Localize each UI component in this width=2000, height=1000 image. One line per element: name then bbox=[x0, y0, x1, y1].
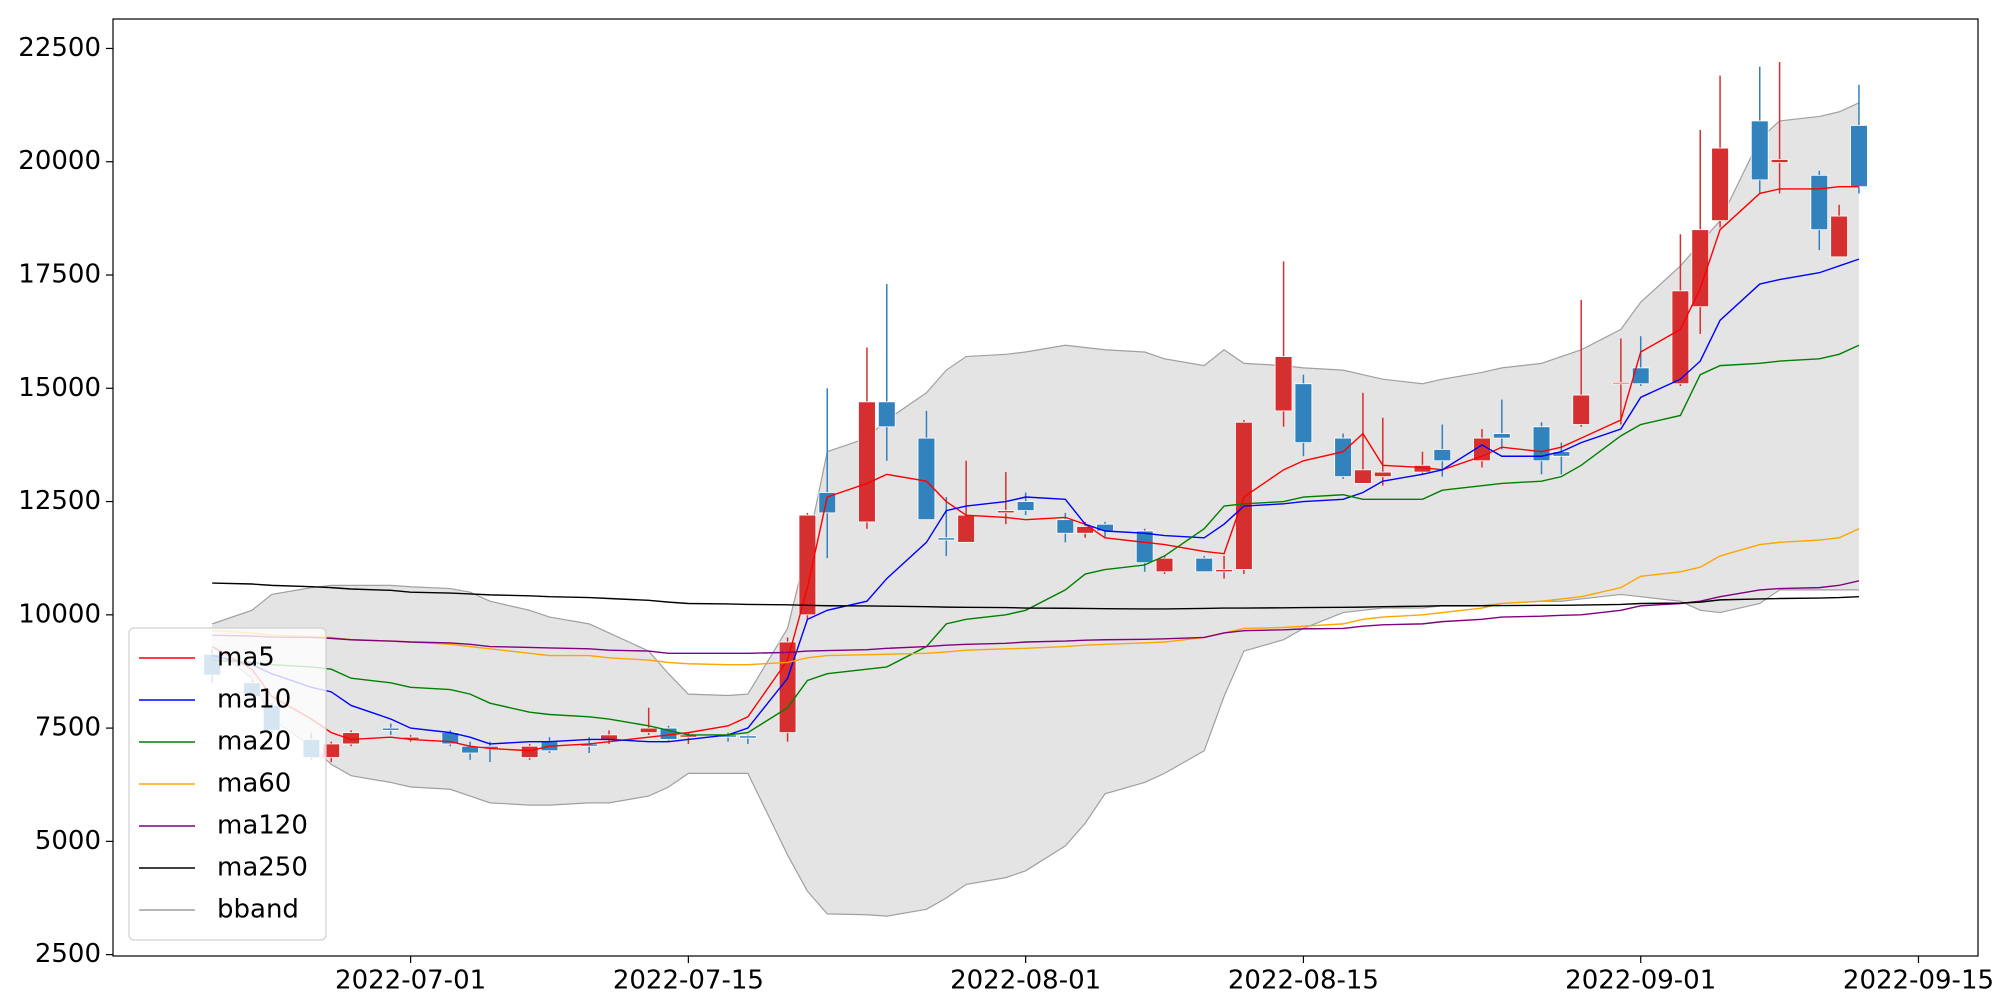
x-tick-label: 2022-07-15 bbox=[613, 966, 764, 996]
candle-body bbox=[1492, 433, 1511, 439]
candle-body bbox=[1711, 147, 1729, 222]
candle-body bbox=[996, 510, 1015, 514]
candle-body bbox=[1691, 229, 1710, 308]
candle-body bbox=[1056, 519, 1075, 534]
legend-label: ma120 bbox=[217, 811, 308, 841]
x-tick-label: 2022-09-15 bbox=[1843, 966, 1994, 996]
candle-body bbox=[1631, 367, 1650, 385]
candle-body bbox=[1334, 437, 1352, 478]
candle-body bbox=[1433, 449, 1452, 462]
candle-body bbox=[1572, 394, 1591, 425]
axes-frame bbox=[112, 18, 1979, 957]
legend-box bbox=[128, 627, 327, 941]
y-tick-label: 5000 bbox=[35, 826, 101, 856]
candle-body bbox=[1373, 471, 1392, 478]
candle-body bbox=[1235, 421, 1253, 570]
y-tick-label: 20000 bbox=[18, 146, 101, 176]
line-series bbox=[212, 344, 1860, 736]
x-tick-label: 2022-08-01 bbox=[950, 966, 1101, 996]
candle-body bbox=[917, 437, 936, 521]
candle-body bbox=[342, 732, 360, 745]
candle-body bbox=[1155, 557, 1174, 573]
candle-body bbox=[957, 514, 975, 543]
candle-body bbox=[937, 537, 956, 541]
candle-body bbox=[639, 727, 658, 734]
candle-body bbox=[1750, 120, 1769, 181]
candle-body bbox=[877, 401, 896, 428]
y-tick-label: 2500 bbox=[35, 939, 101, 969]
legend-label: ma250 bbox=[217, 853, 308, 883]
candle-body bbox=[1195, 557, 1214, 573]
candle-body bbox=[1830, 215, 1848, 258]
band-upper bbox=[212, 102, 1860, 697]
y-tick-label: 17500 bbox=[18, 259, 101, 289]
candle-body bbox=[778, 641, 797, 734]
legend-label: ma60 bbox=[217, 769, 291, 799]
legend-label: bband bbox=[217, 895, 299, 925]
candle-body bbox=[1354, 469, 1372, 484]
candle-body bbox=[858, 401, 876, 523]
band-lower bbox=[211, 589, 1859, 917]
candle-body bbox=[798, 514, 817, 616]
candle-body bbox=[381, 727, 400, 731]
candle-body bbox=[1294, 383, 1313, 444]
candle-body bbox=[1671, 290, 1690, 385]
y-tick-label: 12500 bbox=[18, 486, 101, 516]
x-tick-label: 2022-09-01 bbox=[1565, 966, 1716, 996]
legend-label: ma5 bbox=[217, 643, 275, 673]
candle-body bbox=[1215, 569, 1233, 573]
candle-body bbox=[1850, 125, 1868, 188]
line-series bbox=[211, 185, 1859, 752]
line-series bbox=[212, 528, 1860, 666]
candle-body bbox=[1770, 159, 1789, 164]
x-tick-label: 2022-07-01 bbox=[335, 966, 486, 996]
legend-label: ma20 bbox=[217, 727, 291, 757]
candle-body bbox=[1810, 174, 1829, 231]
line-series bbox=[212, 580, 1860, 655]
y-tick-label: 15000 bbox=[18, 373, 101, 403]
line-series bbox=[212, 582, 1859, 610]
line-series bbox=[212, 258, 1860, 745]
candle-body bbox=[1532, 426, 1551, 462]
candle-body bbox=[739, 735, 757, 739]
y-tick-label: 10000 bbox=[18, 599, 101, 629]
candle-body bbox=[1016, 501, 1035, 512]
candle-body bbox=[1274, 356, 1293, 412]
candle-body bbox=[818, 492, 837, 514]
candle-body bbox=[1096, 523, 1114, 532]
legend: ma5 ma10 ma20 ma60 ma120 ma250 bband bbox=[128, 627, 327, 941]
x-tick-label: 2022-08-15 bbox=[1228, 966, 1379, 996]
y-tick-label: 22500 bbox=[18, 33, 101, 63]
y-tick-label: 7500 bbox=[35, 713, 101, 743]
band-fill bbox=[212, 102, 1859, 917]
legend-label: ma10 bbox=[217, 685, 291, 715]
candle-body bbox=[1612, 381, 1630, 385]
candle-body bbox=[520, 745, 539, 758]
candle-body bbox=[1135, 530, 1154, 564]
